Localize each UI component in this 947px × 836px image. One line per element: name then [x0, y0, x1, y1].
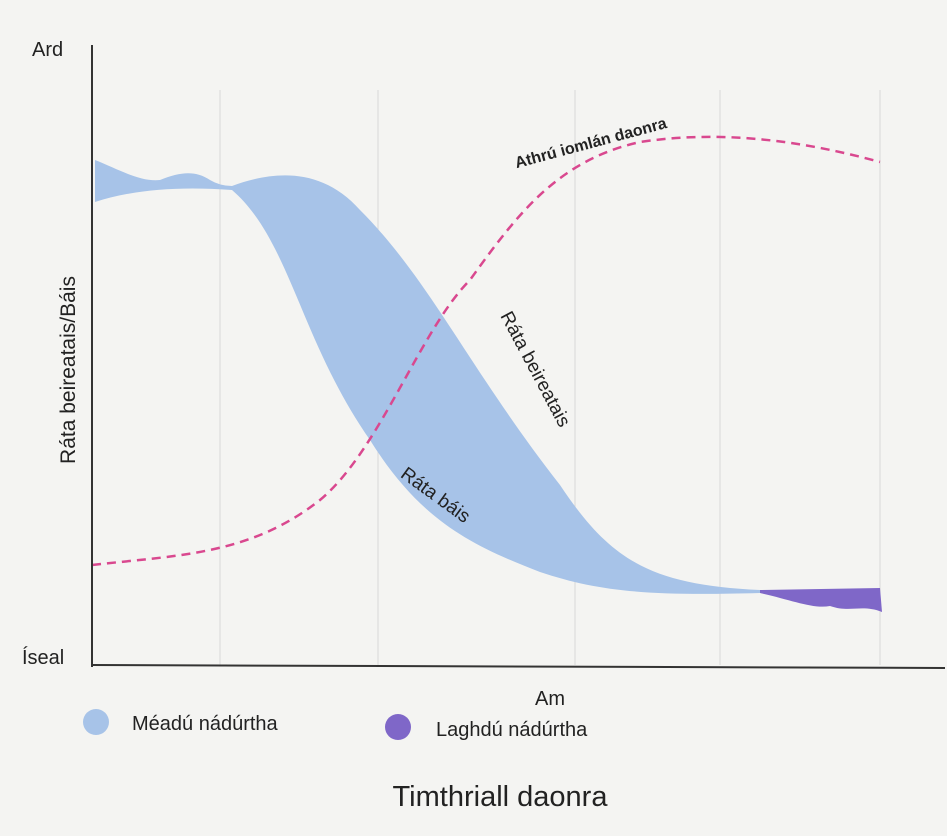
legend-label: Méadú nádúrtha: [132, 713, 279, 735]
natural-increase-area: [95, 160, 760, 594]
legend-label: Laghdú nádúrtha: [436, 719, 588, 741]
total-change-line: [91, 135, 881, 567]
natural-decrease-area: [760, 588, 882, 612]
diagram-title: Timthriall daonra: [393, 781, 609, 813]
legend-swatch: [83, 709, 109, 735]
legend-swatch: [385, 714, 411, 740]
y-low-label: Íseal: [22, 646, 64, 669]
x-axis: [91, 664, 946, 669]
y-high-label: Ard: [32, 39, 63, 61]
y-axis-label: Ráta beireatais/Báis: [57, 276, 80, 464]
x-axis-label: Am: [535, 688, 565, 710]
